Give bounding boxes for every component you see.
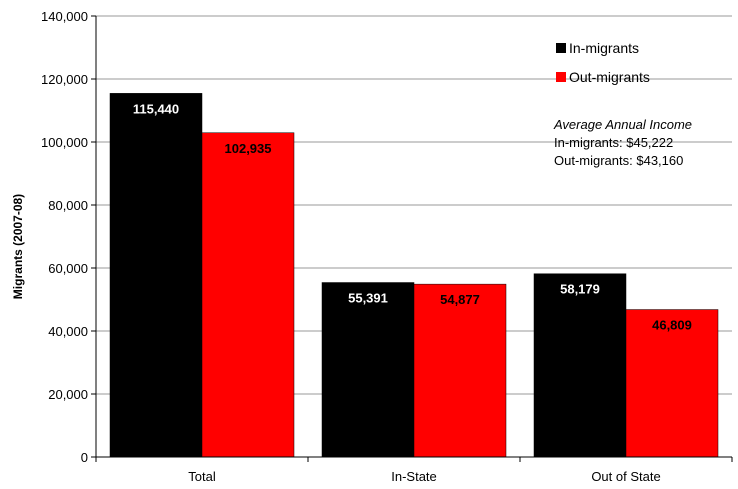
y-tick-label: 100,000 bbox=[41, 135, 88, 150]
bar-out-migrants-out-of-state bbox=[625, 309, 719, 458]
legend-label-out-migrants: Out-migrants bbox=[569, 69, 650, 85]
annotation-title: Average Annual Income bbox=[553, 117, 692, 132]
y-tick-label: 140,000 bbox=[41, 9, 88, 24]
bar-out-migrants-in-state bbox=[413, 283, 507, 458]
data-label: 58,179 bbox=[560, 282, 600, 297]
annotation-line-in-migrants: In-migrants: $45,222 bbox=[554, 135, 673, 150]
y-tick-label: 120,000 bbox=[41, 72, 88, 87]
axes bbox=[91, 15, 733, 462]
data-label: 55,391 bbox=[348, 291, 388, 306]
bar-in-migrants-in-state bbox=[321, 282, 415, 458]
data-label: 54,877 bbox=[440, 292, 480, 307]
data-labels: 115,440 102,935 55,391 54,877 58,179 46,809 bbox=[133, 101, 692, 332]
annotation-line-out-migrants: Out-migrants: $43,160 bbox=[554, 153, 683, 168]
legend-label-in-migrants: In-migrants bbox=[569, 40, 639, 56]
bar-out-migrants-total bbox=[201, 132, 295, 458]
legend-swatch-in-migrants bbox=[556, 43, 566, 53]
legend: In-migrants Out-migrants bbox=[556, 40, 650, 85]
y-axis-label-text: Migrants (2007-08) bbox=[11, 194, 25, 299]
y-tick-label: 80,000 bbox=[48, 198, 88, 213]
y-tick-label: 60,000 bbox=[48, 261, 88, 276]
y-tick-label: 40,000 bbox=[48, 324, 88, 339]
x-tick-label: Total bbox=[188, 469, 216, 484]
data-label: 115,440 bbox=[133, 101, 179, 116]
legend-swatch-out-migrants bbox=[556, 72, 566, 82]
x-tick-label: Out of State bbox=[591, 469, 660, 484]
data-label: 46,809 bbox=[652, 318, 692, 333]
bars bbox=[109, 93, 719, 458]
x-tick-labels: Total In-State Out of State bbox=[188, 469, 660, 484]
income-annotation: Average Annual Income In-migrants: $45,2… bbox=[553, 117, 692, 168]
y-axis-label: Migrants (2007-08) bbox=[11, 194, 25, 299]
data-label: 102,935 bbox=[225, 141, 272, 156]
y-tick-labels: 0 20,000 40,000 60,000 80,000 100,000 120,000 1… bbox=[41, 9, 88, 465]
y-tick-label: 0 bbox=[81, 450, 88, 465]
bar-in-migrants-total bbox=[109, 93, 203, 458]
bar-in-migrants-out-of-state bbox=[533, 273, 627, 458]
y-tick-label: 20,000 bbox=[48, 387, 88, 402]
x-tick-label: In-State bbox=[391, 469, 437, 484]
